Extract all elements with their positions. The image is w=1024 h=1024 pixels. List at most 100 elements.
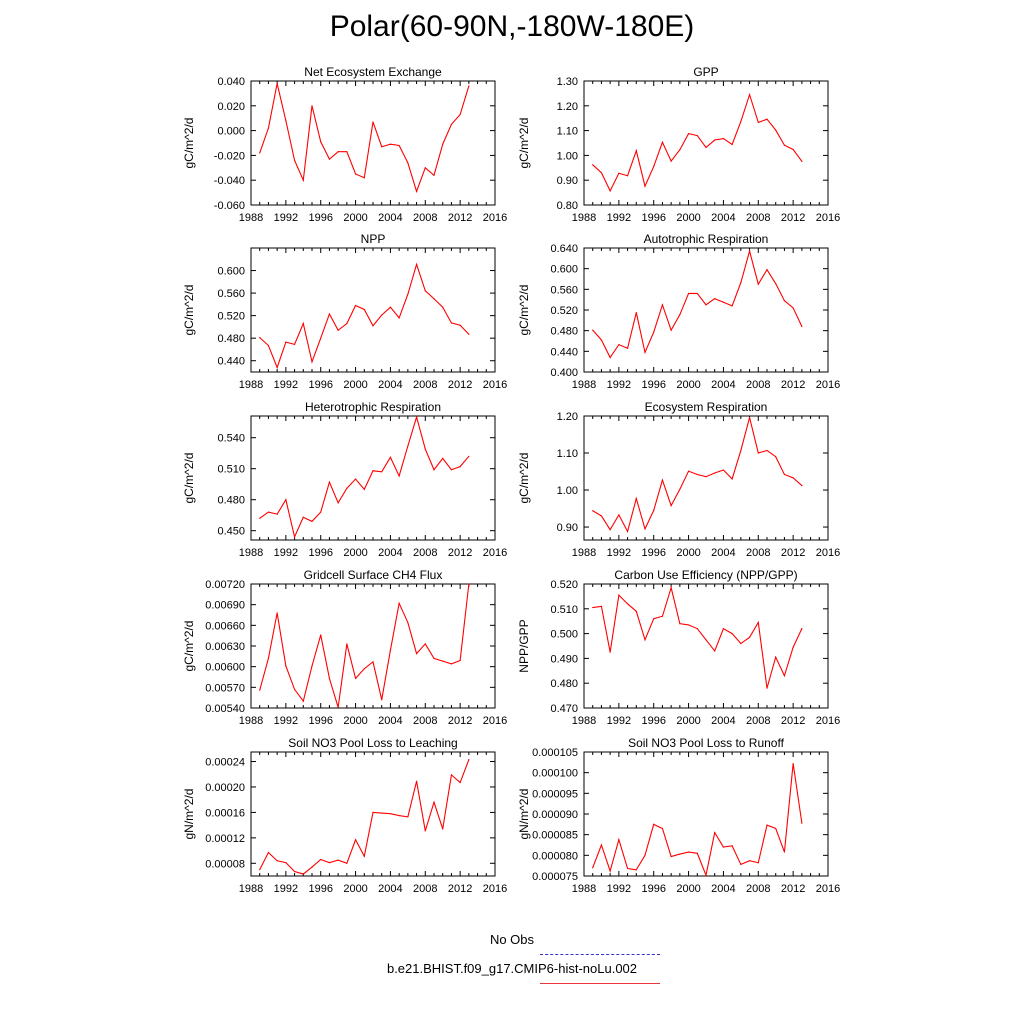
x-tick-label: 1992 <box>607 547 631 559</box>
data-point <box>740 642 742 645</box>
data-point <box>696 134 698 137</box>
chart-panel: Autotrophic Respiration 1988 1992 1996 2000 2… <box>517 232 840 391</box>
data-point <box>635 497 637 500</box>
x-tick-label: 2000 <box>343 883 367 895</box>
data-point <box>635 610 637 612</box>
y-tick-label: 0.00690 <box>205 600 245 612</box>
data-point <box>722 301 725 303</box>
data-point <box>285 120 287 122</box>
x-tick-label: 2016 <box>816 883 840 895</box>
data-point <box>381 812 383 814</box>
data-point <box>618 172 620 174</box>
chart-panel: Soil NO3 Pool Loss to Runoff 1988 1992 1996… <box>517 736 840 895</box>
plot-frame <box>583 583 829 709</box>
data-point <box>346 487 348 489</box>
x-tick-label: 2016 <box>483 547 507 559</box>
y-tick-label: 0.00024 <box>205 757 245 769</box>
data-point <box>653 823 655 825</box>
x-tick-label: 2008 <box>746 715 770 727</box>
data-point <box>661 141 664 143</box>
data-point <box>433 801 435 803</box>
chart-title: Soil NO3 Pool Loss to Leaching <box>288 736 457 750</box>
x-tick-label: 2004 <box>711 212 735 224</box>
data-point <box>468 759 470 761</box>
series-line <box>259 262 470 370</box>
data-point <box>748 636 751 638</box>
x-tick-label: 2000 <box>343 379 367 391</box>
x-tick-label: 1992 <box>607 212 631 224</box>
data-point <box>757 621 759 624</box>
plot-frame <box>583 247 829 373</box>
x-tick-label: 2016 <box>816 212 840 224</box>
data-point <box>696 628 698 630</box>
data-point <box>442 828 444 830</box>
data-point <box>592 164 594 166</box>
data-point <box>459 324 461 326</box>
x-tick-label: 1988 <box>572 715 596 727</box>
data-point <box>302 179 304 181</box>
series-line <box>259 583 470 708</box>
data-point <box>346 322 348 325</box>
data-point <box>459 659 461 662</box>
x-tick-label: 1996 <box>308 379 332 391</box>
chart-title: GPP <box>693 65 718 79</box>
data-point <box>670 587 672 589</box>
y-tick-label: 0.000105 <box>532 747 578 759</box>
data-point <box>389 456 392 458</box>
data-point <box>311 361 313 363</box>
x-tick-label: 1992 <box>607 715 631 727</box>
data-point <box>276 366 278 369</box>
x-tick-label: 2016 <box>483 379 507 391</box>
data-point <box>381 471 383 473</box>
x-tick-label: 1988 <box>572 379 596 391</box>
data-point <box>775 283 777 285</box>
data-point <box>328 481 331 483</box>
data-point <box>468 333 470 335</box>
y-tick-label: 0.400 <box>550 367 578 379</box>
y-tick-label: -0.020 <box>214 150 245 162</box>
data-point <box>389 649 392 651</box>
data-point <box>320 511 322 513</box>
x-tick-label: 1996 <box>641 547 665 559</box>
data-point <box>311 105 313 107</box>
data-point <box>267 511 270 513</box>
figure-title: Polar(60-90N,-180W-180E) <box>329 10 695 43</box>
x-tick-label: 2000 <box>343 547 367 559</box>
data-point <box>450 663 453 665</box>
data-point <box>731 305 733 307</box>
data-point <box>450 322 453 324</box>
data-point <box>670 160 672 162</box>
data-point <box>600 172 603 174</box>
y-tick-label: 0.640 <box>550 243 578 255</box>
y-tick-label: 0.540 <box>217 433 245 445</box>
data-point <box>705 639 707 641</box>
data-point <box>468 455 470 457</box>
y-tick-label: -0.060 <box>214 200 245 212</box>
x-tick-label: 2016 <box>816 379 840 391</box>
data-point <box>644 185 646 187</box>
data-point <box>415 263 418 265</box>
data-point <box>450 123 453 125</box>
data-point <box>801 484 803 487</box>
data-point <box>328 158 331 160</box>
data-point <box>687 132 690 135</box>
y-tick-label: 0.520 <box>550 305 578 317</box>
data-point <box>801 822 803 824</box>
data-point <box>398 602 400 604</box>
y-tick-label: 0.440 <box>217 356 245 368</box>
data-point <box>600 339 603 341</box>
series-line <box>259 83 470 194</box>
y-tick-label: 1.20 <box>557 101 578 113</box>
data-point <box>389 306 392 308</box>
data-point <box>705 476 707 478</box>
data-point <box>337 502 339 504</box>
data-point <box>609 190 611 192</box>
data-point <box>766 687 768 689</box>
x-tick-label: 1996 <box>641 715 665 727</box>
data-point <box>609 870 611 872</box>
chart-title: Gridcell Surface CH4 Flux <box>304 568 443 582</box>
x-tick-label: 2008 <box>413 715 437 727</box>
x-tick-label: 2000 <box>676 379 700 391</box>
series-line <box>592 763 803 878</box>
plot-frame <box>583 80 829 206</box>
